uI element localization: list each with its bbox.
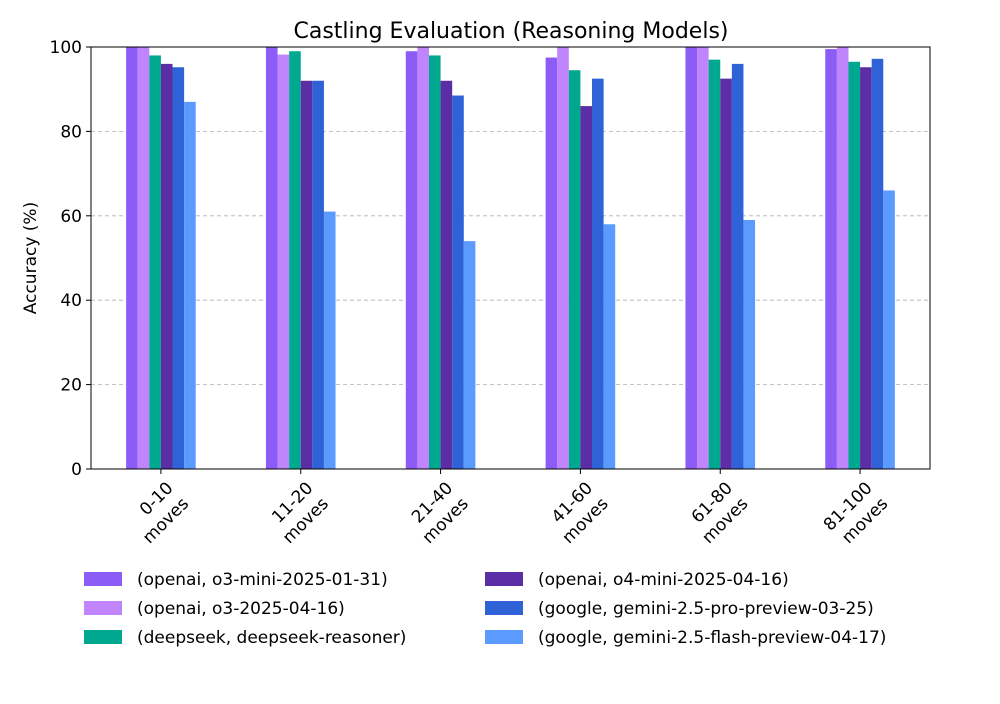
bar	[312, 80, 324, 469]
legend-label: (openai, o4-mini-2025-04-16)	[538, 570, 789, 590]
bar	[323, 211, 336, 469]
legend-label: (openai, o3-mini-2025-01-31)	[137, 570, 388, 590]
bar	[836, 47, 849, 469]
bar	[545, 57, 558, 470]
bars	[126, 47, 895, 470]
bar	[883, 190, 895, 470]
x-tick-label: 81-100moves	[820, 478, 892, 550]
bar	[685, 47, 698, 469]
bar	[580, 106, 593, 469]
bar	[592, 78, 604, 470]
x-tick-label: 21-40moves	[403, 478, 473, 548]
bar	[160, 63, 173, 469]
bar	[277, 54, 290, 469]
bar	[405, 51, 418, 469]
bar	[871, 58, 884, 469]
bar	[452, 95, 464, 469]
x-tick-label: 61-80moves	[683, 478, 753, 548]
chart-title: Castling Evaluation (Reasoning Models)	[293, 19, 728, 44]
y-tick-label: 0	[71, 460, 82, 480]
legend: (openai, o3-mini-2025-01-31) (openai, o3-…	[84, 570, 886, 648]
y-tick-label: 40	[60, 291, 82, 311]
bar	[825, 49, 837, 470]
y-tick-label: 100	[50, 38, 82, 58]
legend-swatch	[84, 630, 122, 644]
bar	[603, 224, 616, 469]
y-tick-label: 80	[60, 122, 82, 142]
bar	[428, 55, 441, 469]
y-axis-label: Accuracy (%)	[21, 202, 41, 314]
bar	[568, 70, 581, 470]
bar	[417, 47, 429, 469]
bar	[300, 80, 313, 469]
bar	[440, 80, 453, 469]
y-tick-label: 20	[60, 376, 82, 396]
x-axis-ticks: 0-10moves 11-20moves 21-40moves 41-60moves 6…	[123, 469, 892, 550]
bar	[172, 67, 185, 470]
bar	[184, 101, 196, 470]
x-tick-label: 11-20moves	[263, 478, 333, 548]
bar	[126, 47, 138, 469]
legend-swatch	[84, 572, 122, 586]
bar	[697, 47, 709, 469]
bar	[557, 47, 569, 469]
bar	[720, 78, 732, 470]
x-tick-label: 0-10moves	[123, 478, 193, 548]
bar	[743, 220, 756, 469]
legend-swatch	[485, 630, 523, 644]
bar	[731, 63, 744, 469]
bar	[149, 55, 161, 469]
x-tick-label: 41-60moves	[543, 478, 613, 548]
legend-swatch	[485, 572, 523, 586]
bar	[848, 61, 861, 470]
bar	[265, 47, 278, 469]
legend-swatch	[84, 601, 122, 615]
bar	[137, 47, 150, 469]
legend-label: (google, gemini-2.5-flash-preview-04-17)	[538, 628, 886, 648]
bar	[289, 51, 301, 469]
y-axis-ticks: 0 20 40 60 80 100	[50, 38, 91, 480]
legend-label: (google, gemini-2.5-pro-preview-03-25)	[538, 599, 874, 619]
legend-label: (deepseek, deepseek-reasoner)	[137, 628, 406, 648]
legend-label: (openai, o3-2025-04-16)	[137, 599, 345, 619]
y-tick-label: 60	[60, 207, 82, 227]
bar	[860, 67, 872, 470]
legend-swatch	[485, 601, 523, 615]
plot-frame	[90, 46, 931, 470]
bar	[463, 241, 476, 469]
bar	[708, 59, 721, 469]
grid-lines	[91, 130, 930, 386]
